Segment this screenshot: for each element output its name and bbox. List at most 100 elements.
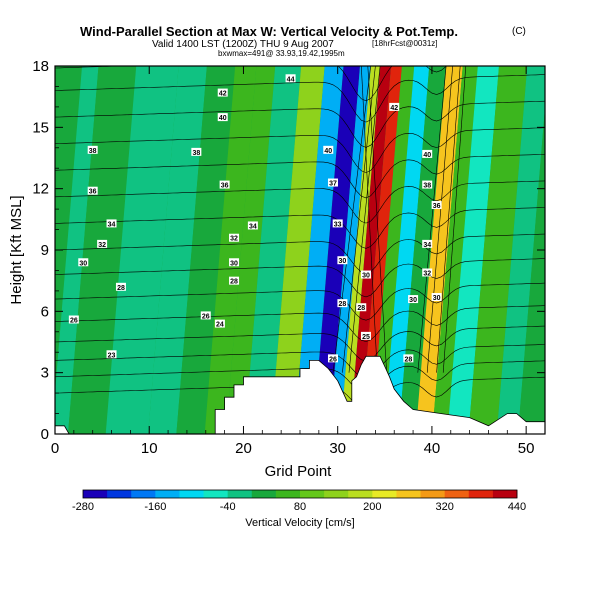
- x-axis-label: Grid Point: [265, 463, 333, 480]
- theta-contour-label-bg: [97, 239, 108, 248]
- velocity-band: [105, 66, 179, 434]
- y-tick-label: 18: [32, 58, 49, 75]
- theta-contour-label-bg: [78, 258, 89, 267]
- theta-contour-label: 34: [423, 242, 431, 249]
- theta-contour-label: 44: [287, 76, 295, 83]
- velocity-band: [294, 66, 344, 434]
- velocity-band: [68, 66, 137, 434]
- colorbar-tick-label: 200: [363, 501, 381, 513]
- velocity-band: [55, 66, 83, 392]
- theta-contour-label-bg: [337, 256, 348, 265]
- theta-contour-label-bg: [229, 276, 240, 285]
- theta-contour-label-bg: [356, 303, 367, 312]
- theta-contour-label: 38: [89, 148, 97, 155]
- theta-contour-label: 36: [89, 189, 97, 196]
- theta-contour-label: 23: [108, 352, 116, 359]
- theta-contour-label-bg: [217, 113, 228, 122]
- colorbar-swatch: [107, 490, 132, 498]
- theta-contour-label-bg: [337, 299, 348, 308]
- theta-contour-label: 32: [230, 236, 238, 243]
- theta-contour-label-bg: [106, 219, 117, 228]
- velocity-band: [496, 66, 545, 434]
- theta-contour-label: 28: [357, 305, 365, 312]
- colorbar-tick-label: -40: [220, 501, 236, 513]
- theta-contour-label: 30: [79, 260, 87, 267]
- x-tick-label: 20: [235, 440, 252, 457]
- theta-contour-label-bg: [214, 319, 225, 328]
- theta-contour-label-bg: [323, 145, 334, 154]
- velocity-band: [398, 66, 447, 434]
- y-tick-label: 9: [41, 242, 49, 259]
- chart-titles: Wind-Parallel Section at Max W: Vertical…: [80, 24, 526, 58]
- colorbar-swatch: [131, 490, 156, 498]
- x-tick-label: 40: [424, 440, 441, 457]
- theta-contour-line: [436, 66, 461, 373]
- velocity-band: [447, 66, 500, 434]
- velocity-band: [468, 66, 528, 434]
- theta-contour-label: 33: [334, 221, 342, 228]
- y-tick-label: 3: [41, 365, 49, 382]
- theta-contour-label: 42: [219, 91, 227, 98]
- chart-subtitle-note: [18hrFcst@0031z]: [372, 39, 437, 48]
- theta-contour-label: 26: [70, 318, 78, 325]
- x-tick-label: 0: [51, 440, 59, 457]
- theta-contour-line: [426, 66, 453, 373]
- colorbar-tick-label: 320: [435, 501, 453, 513]
- colorbar-swatch: [275, 490, 301, 498]
- colorbar-swatch: [203, 490, 229, 498]
- theta-contour-label-bg: [229, 258, 240, 267]
- colorbar-swatch: [83, 490, 108, 498]
- theta-contour-label-bg: [327, 354, 338, 363]
- velocity-band: [383, 66, 430, 434]
- theta-contour-label: 37: [329, 181, 337, 188]
- theta-contour-label: 40: [423, 152, 431, 159]
- colorbar-tick-label: -280: [72, 501, 94, 513]
- colorbar-swatch: [324, 490, 349, 498]
- velocity-band: [415, 66, 463, 434]
- theta-contour-label: 32: [98, 242, 106, 249]
- colorbar-swatch: [372, 490, 397, 498]
- y-tick-label: 0: [41, 426, 49, 443]
- theta-contour-label-bg: [68, 315, 79, 324]
- theta-contour-line: [55, 325, 545, 362]
- theta-contour-line: [55, 344, 545, 379]
- theta-contour-label: 38: [192, 150, 200, 157]
- chart-title: Wind-Parallel Section at Max W: Vertical…: [80, 24, 458, 39]
- theta-contour-label: 42: [390, 105, 398, 112]
- y-tick-label: 12: [32, 181, 49, 198]
- theta-contour-label: 30: [339, 258, 347, 265]
- velocity-band: [517, 108, 545, 434]
- theta-contour-label: 30: [433, 295, 441, 302]
- theta-contour-label-bg: [229, 233, 240, 242]
- velocity-band: [313, 66, 361, 434]
- theta-contour-label: 26: [329, 356, 337, 363]
- theta-contour-label: 34: [249, 223, 257, 230]
- theta-contour-label-bg: [106, 350, 117, 359]
- theta-contour-line: [55, 282, 545, 321]
- colorbar: -280 -160 -40 80 200 320 440: [72, 489, 526, 513]
- colorbar-swatch: [155, 490, 180, 498]
- theta-contour-label-bg: [360, 331, 371, 340]
- theta-contour-label-bg: [389, 102, 400, 111]
- theta-contour-label-bg: [87, 186, 98, 195]
- x-tick-label: 10: [141, 440, 158, 457]
- theta-contour-label-bg: [191, 147, 202, 156]
- theta-contour-line: [55, 305, 545, 342]
- theta-contour-line: [55, 180, 545, 224]
- theta-contour-label-bg: [422, 149, 433, 158]
- colorbar-tick-label: -160: [144, 501, 166, 513]
- theta-contour-label: 25: [362, 334, 370, 341]
- theta-contour-label-bg: [200, 311, 211, 320]
- y-tick-label: 6: [41, 303, 49, 320]
- velocity-band: [148, 66, 207, 434]
- y-tick-label: 15: [32, 119, 49, 136]
- theta-contour-label: 28: [117, 285, 125, 292]
- theta-contour-line: [332, 66, 371, 373]
- colorbar-swatch: [396, 490, 421, 498]
- chart-subtitle-2: bxwmax=491@ 33.93,19.42,1995m: [218, 49, 345, 58]
- theta-contour-label: 36: [433, 203, 441, 210]
- terrain: [54, 355, 546, 435]
- theta-contour-label-bg: [219, 180, 230, 189]
- theta-contour-label: 30: [409, 297, 417, 304]
